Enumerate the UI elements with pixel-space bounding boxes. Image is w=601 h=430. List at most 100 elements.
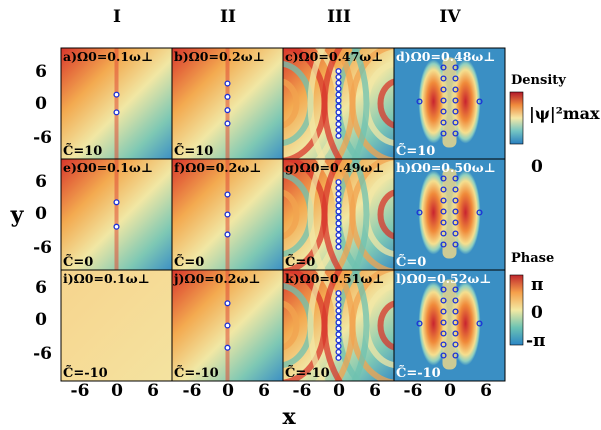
density-colorbar-max: |ψ|²max	[529, 104, 600, 123]
y-tick-row1-0: 0	[35, 94, 47, 114]
vortex-marker	[452, 130, 459, 137]
x-tick-col4-6: 6	[480, 381, 492, 401]
vortex-marker	[440, 97, 447, 104]
panel-title: h)Ω0=0.50ω⊥	[396, 160, 496, 175]
y-tick-row2-6: 6	[35, 172, 47, 192]
panel-coupling-label: C̃=-10	[396, 365, 441, 381]
panel-coupling-label: C̃=10	[174, 143, 213, 159]
vortex-marker	[335, 313, 342, 320]
vortex-marker	[224, 300, 231, 307]
vortex-marker	[452, 175, 459, 182]
phase-colorbar: Phase π 0 -π	[509, 251, 554, 351]
vortex-marker	[440, 108, 447, 115]
phase-fringe	[307, 48, 326, 159]
vortex-marker	[452, 286, 459, 293]
x-tick-col2-6: 6	[258, 381, 270, 401]
x-tick-col1-6: 6	[147, 381, 159, 401]
vortex-marker	[440, 130, 447, 137]
vortex-marker	[452, 197, 459, 204]
panel-title: d)Ω0=0.48ω⊥	[396, 49, 495, 64]
panel-title: g)Ω0=0.49ω⊥	[285, 160, 384, 175]
phase-fringe	[321, 159, 343, 270]
vortex-marker	[452, 230, 459, 237]
vortex-marker	[113, 223, 120, 230]
column-header-IV: IV	[439, 7, 461, 27]
column-header-III: III	[327, 7, 351, 27]
x-tick-col2-minus6: -6	[183, 381, 202, 401]
vortex-marker	[452, 97, 459, 104]
panel-coupling-label: C̃=0	[63, 254, 93, 270]
phase-fringe	[307, 270, 326, 381]
phase-background	[61, 270, 172, 381]
vortex-marker	[224, 107, 231, 114]
vortex-marker	[335, 196, 342, 203]
panel-b: b)Ω0=0.2ω⊥ C̃=10	[171, 47, 284, 160]
vortex-marker	[440, 219, 447, 226]
vortex-marker	[440, 297, 447, 304]
vortex-marker	[335, 337, 342, 344]
vortex-marker	[452, 219, 459, 226]
phase-fringe	[283, 78, 300, 129]
y-tick-row1-minus6: -6	[33, 128, 52, 148]
vortex-marker	[335, 202, 342, 209]
phase-fringe	[321, 48, 343, 159]
x-tick-col3-0: 0	[333, 381, 345, 401]
y-axis: 6 0 -6 6 0 -6 6 0 -6	[33, 62, 52, 364]
vortex-marker	[335, 126, 342, 134]
phase-fringe	[283, 189, 300, 240]
vortex-marker	[440, 308, 447, 315]
vortex-marker	[335, 208, 342, 215]
vortex-marker	[224, 211, 231, 218]
panel-title: f)Ω0=0.2ω⊥	[174, 160, 261, 175]
vortex-marker	[224, 231, 231, 238]
vortex-marker	[452, 308, 459, 315]
phase-fringe	[307, 159, 326, 270]
panel-coupling-label: C̃=0	[396, 254, 426, 270]
panel-coupling-label: C̃=0	[174, 254, 204, 270]
phase-branch-cut	[114, 159, 119, 270]
panel-c: c)Ω0=0.47ω⊥	[282, 47, 395, 160]
phase-colorbar-max: π	[531, 275, 543, 295]
phase-fringe	[377, 300, 394, 351]
panel-coupling-label: C̃=-10	[63, 365, 108, 381]
panel-f: f)Ω0=0.2ω⊥ C̃=0	[171, 158, 284, 271]
column-header-I: I	[113, 7, 121, 27]
vortex-marker	[335, 109, 342, 116]
panel-title: i)Ω0=0.1ω⊥	[63, 271, 150, 286]
phase-fringe	[334, 159, 356, 270]
x-axis: -6 0 6 -6 0 6 -6 0 6 -6 0 6	[71, 381, 492, 401]
vortex-marker	[335, 73, 342, 81]
vortex-marker	[335, 319, 342, 326]
vortex-marker	[335, 103, 342, 110]
panel-h: h)Ω0=0.50ω⊥ C̃=0	[393, 158, 506, 271]
vortex-marker	[335, 307, 342, 314]
outer-vortex-marker	[416, 98, 423, 105]
vortex-marker	[335, 226, 342, 233]
panel-j: j)Ω0=0.2ω⊥ C̃=-10	[171, 269, 284, 382]
panel-a: a)Ω0=0.1ω⊥ C̃=10	[60, 47, 173, 160]
vortex-marker	[335, 79, 342, 86]
panel-d: d)Ω0=0.48ω⊥ C̃=10	[393, 47, 506, 160]
y-axis-label: y	[10, 202, 25, 228]
x-tick-col3-minus6: -6	[293, 381, 312, 401]
vortex-marker	[440, 186, 447, 193]
vortex-marker	[452, 64, 459, 71]
vortex-marker	[440, 208, 447, 215]
vortex-marker	[335, 295, 342, 303]
vortex-marker	[440, 75, 447, 82]
vortex-marker	[452, 319, 459, 326]
vortex-marker	[335, 237, 342, 245]
density-colorbar-gradient	[509, 91, 524, 145]
panel-title: e)Ω0=0.1ω⊥	[63, 160, 153, 175]
vortex-marker	[440, 286, 447, 293]
vortex-marker	[335, 343, 342, 350]
phase-colorbar-min: -π	[526, 331, 546, 351]
phase-fringe	[351, 159, 370, 270]
vortex-marker	[335, 214, 342, 221]
panel-coupling-label: C̃=-10	[285, 365, 330, 381]
panel-coupling-label: C̃=0	[285, 254, 315, 270]
phase-fringe	[283, 300, 300, 351]
phase-fringe	[351, 270, 370, 381]
vortex-marker	[452, 241, 459, 248]
x-tick-col4-0: 0	[444, 381, 456, 401]
